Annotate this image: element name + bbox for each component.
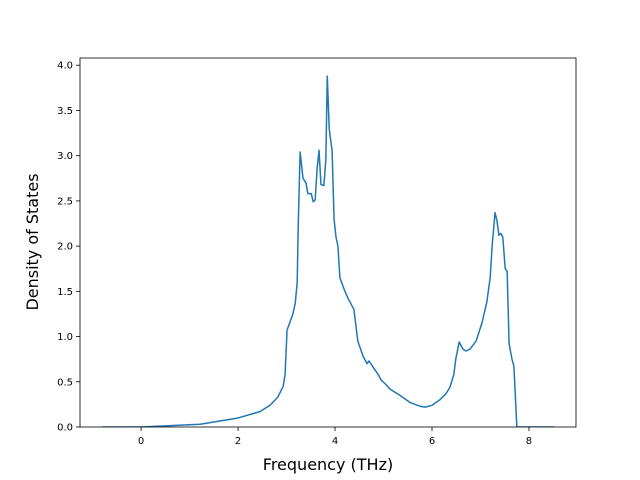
y-tick-label: 1.5 xyxy=(57,287,73,298)
y-tick-label: 3.0 xyxy=(57,151,73,162)
y-axis-label: Density of States xyxy=(23,173,42,310)
x-axis-label: Frequency (THz) xyxy=(263,455,393,474)
y-tick-label: 0.5 xyxy=(57,377,73,388)
x-tick-label: 6 xyxy=(429,436,435,447)
y-tick-label: 4.0 xyxy=(57,61,73,72)
y-tick-label: 3.5 xyxy=(57,106,73,117)
plot-frame xyxy=(79,57,577,428)
x-tick-label: 0 xyxy=(138,436,144,447)
x-tick-label: 4 xyxy=(332,436,338,447)
x-tick-label: 8 xyxy=(526,436,532,447)
x-tick-label: 2 xyxy=(235,436,241,447)
y-tick-label: 0.0 xyxy=(57,423,73,434)
y-tick-label: 2.0 xyxy=(57,242,73,253)
line-series xyxy=(102,75,555,427)
y-tick-label: 1.0 xyxy=(57,332,73,343)
y-tick-label: 2.5 xyxy=(57,196,73,207)
